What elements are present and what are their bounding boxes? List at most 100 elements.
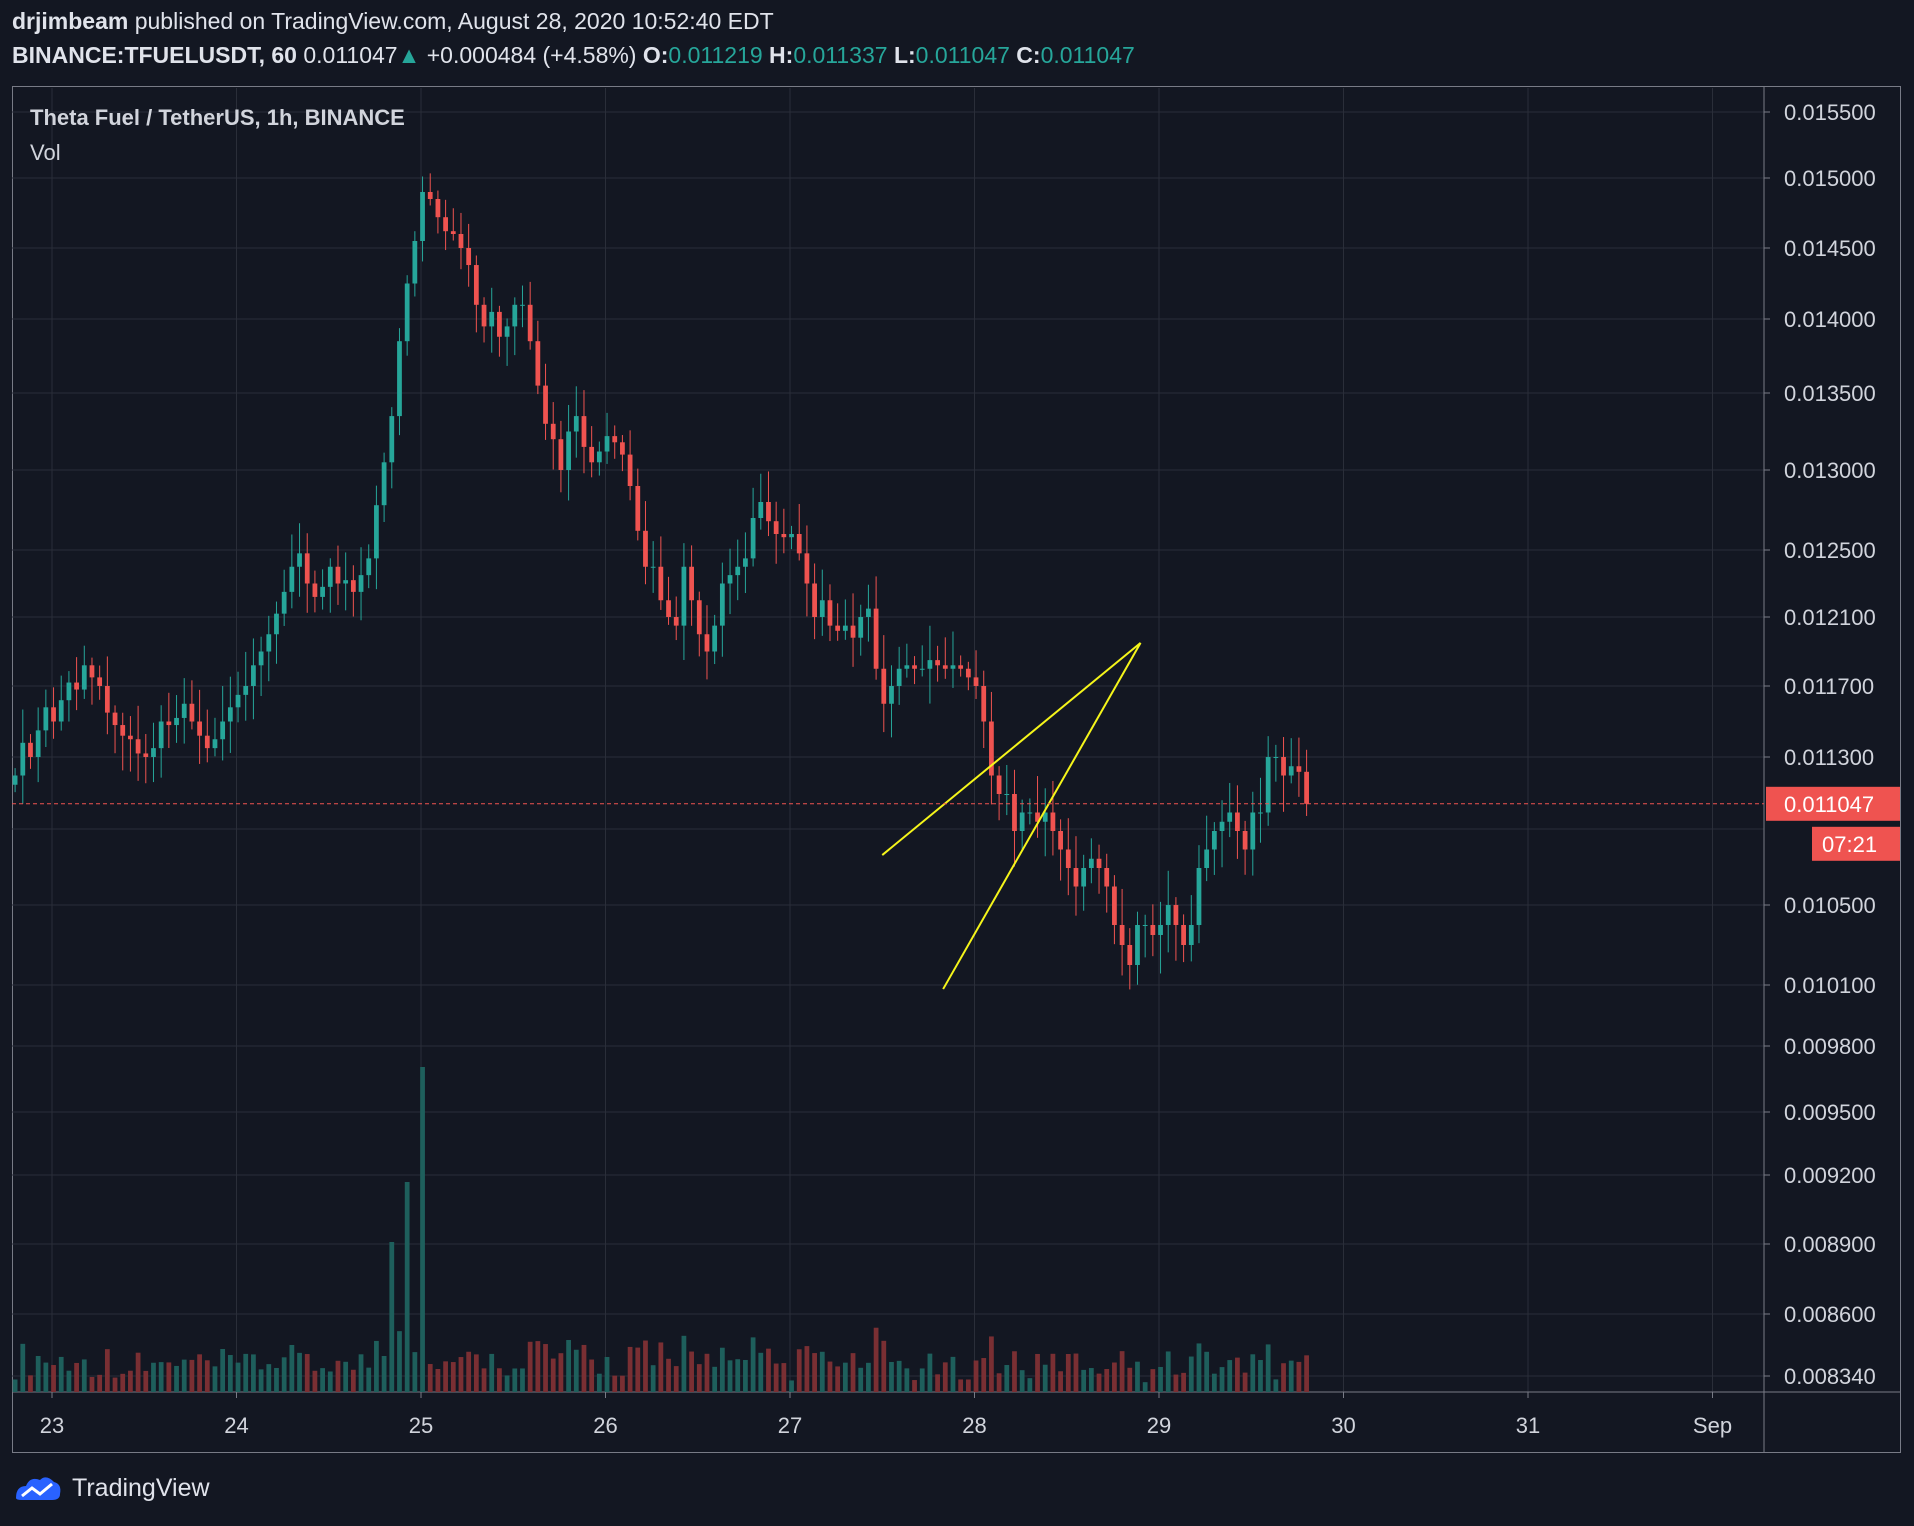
volume-bar <box>889 1361 894 1392</box>
last-price-tag-box <box>1766 786 1900 821</box>
volume-bar <box>973 1360 979 1392</box>
candle-body <box>543 385 548 424</box>
volume-bar <box>1019 1370 1025 1392</box>
candle-body <box>1127 945 1133 965</box>
candle-body <box>489 311 495 327</box>
candle-body <box>281 591 287 614</box>
candle-body <box>320 586 325 597</box>
volume-bar <box>327 1371 333 1392</box>
candle-body <box>197 721 202 736</box>
volume-bar <box>1250 1354 1256 1392</box>
time-tick-label: 30 <box>1331 1413 1355 1438</box>
time-tick-label: 28 <box>962 1413 986 1438</box>
candle-body <box>650 566 656 568</box>
candle-body <box>466 248 472 266</box>
candle-body <box>43 707 49 731</box>
volume-bar <box>981 1358 987 1392</box>
volume-bar <box>1181 1372 1186 1392</box>
candle-body <box>1258 812 1263 814</box>
volume-bar <box>104 1349 110 1392</box>
volume-bar <box>473 1354 479 1392</box>
candle-body <box>935 660 940 666</box>
rising-wedge-drawing <box>881 642 1142 990</box>
volume-bar <box>435 1368 441 1392</box>
candle-body <box>758 502 764 518</box>
candle-body <box>950 665 956 669</box>
volume-bar <box>989 1336 994 1392</box>
price-tick-label: 0.010100 <box>1784 973 1876 998</box>
volume-bar <box>1150 1369 1156 1392</box>
volume-bar <box>658 1342 664 1392</box>
candle-body <box>581 416 587 447</box>
candle-body <box>81 665 87 690</box>
volume-bar <box>397 1331 402 1392</box>
candle-body <box>666 600 671 617</box>
volume-bar <box>850 1353 856 1392</box>
volume-bar <box>781 1363 787 1392</box>
price-tick-label: 0.013000 <box>1784 458 1876 483</box>
volume-bar <box>1127 1367 1133 1392</box>
footer-brand[interactable]: TradingView <box>12 1472 210 1504</box>
candle-body <box>1065 849 1071 868</box>
volume-bar <box>620 1375 625 1392</box>
candle-body <box>74 682 79 690</box>
volume-bar <box>143 1370 149 1392</box>
change-arrow-icon: ▲ <box>397 42 421 68</box>
volume-bar <box>827 1361 833 1392</box>
volume-bar <box>1204 1351 1210 1392</box>
volume-bar <box>1104 1369 1110 1392</box>
last-price-tag-label: 0.011047 <box>1784 792 1874 817</box>
volume-bar <box>1273 1379 1279 1392</box>
symbol-info: BINANCE:TFUELUSDT, 60 0.011047▲ +0.00048… <box>12 42 1135 69</box>
candle-body <box>220 721 226 740</box>
volume-bar <box>335 1360 341 1392</box>
volume-bar <box>320 1368 325 1392</box>
volume-bar <box>235 1362 241 1392</box>
volume-bar <box>43 1362 49 1392</box>
volume-bar <box>589 1359 595 1392</box>
candle-body <box>473 265 479 305</box>
candle-body <box>1112 886 1117 925</box>
candle-body <box>550 423 556 440</box>
volume-bar <box>650 1365 656 1392</box>
volume-bar <box>120 1373 126 1392</box>
volume-bar <box>481 1368 487 1392</box>
candle-body <box>1273 757 1279 758</box>
volume-bar <box>66 1370 72 1392</box>
volume-bar <box>1265 1344 1271 1392</box>
author-name[interactable]: drjimbeam <box>12 8 129 34</box>
price-tick-label: 0.015500 <box>1784 100 1876 125</box>
volume-bar <box>858 1367 864 1392</box>
volume-bar <box>1027 1378 1033 1392</box>
volume-bar <box>1211 1373 1217 1392</box>
volume-bar <box>135 1352 141 1392</box>
candle-body <box>89 665 95 678</box>
candle-body <box>942 665 948 669</box>
volume-bar <box>51 1365 56 1392</box>
volume-bar <box>74 1362 79 1392</box>
candle-body <box>827 600 833 626</box>
candle-body <box>151 748 156 757</box>
candle-body <box>1173 905 1179 925</box>
volume-bar <box>866 1362 871 1392</box>
candle-body <box>1281 757 1286 776</box>
close-label: C: <box>1016 42 1041 68</box>
volume-bar <box>374 1340 379 1392</box>
candle-body <box>1296 766 1302 772</box>
time-axis: 23 24 25 26 27 28 29 30 31 Sep <box>40 1392 1732 1438</box>
volume-bar <box>543 1344 548 1392</box>
candle-body <box>789 534 794 538</box>
price-tick-label: 0.008340 <box>1784 1364 1876 1389</box>
candle-body <box>189 703 195 722</box>
volume-bar <box>573 1349 579 1392</box>
volume-bar <box>151 1362 156 1392</box>
candle-body <box>1288 766 1294 776</box>
volume-bar <box>504 1375 510 1392</box>
candle-body <box>712 625 718 652</box>
candle-body <box>896 668 902 686</box>
candle-body <box>327 566 333 587</box>
volume-bar <box>743 1359 748 1392</box>
volume-bar <box>1035 1353 1040 1392</box>
last-price: 0.011047 <box>303 42 398 68</box>
